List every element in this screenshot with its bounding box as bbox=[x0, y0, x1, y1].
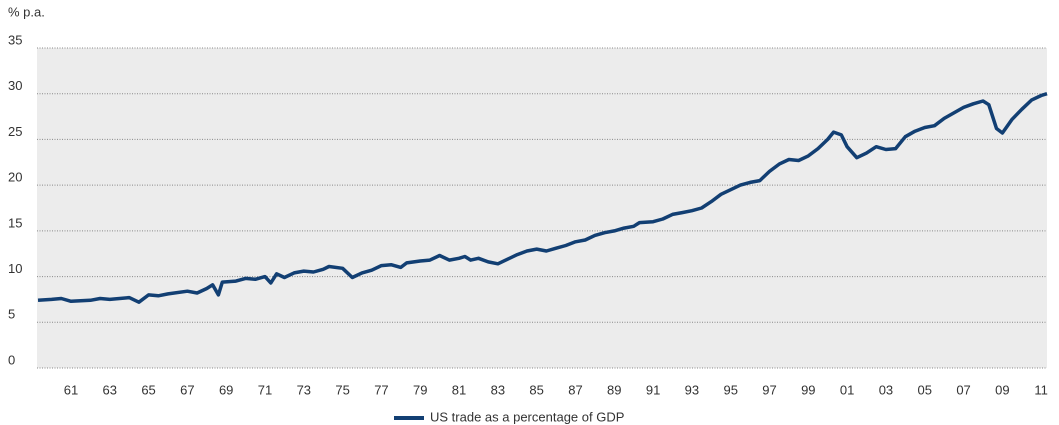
x-tick-label: 61 bbox=[64, 382, 78, 397]
x-tick-label: 87 bbox=[568, 382, 582, 397]
x-tick-label: 65 bbox=[141, 382, 155, 397]
legend-label: US trade as a percentage of GDP bbox=[430, 409, 624, 424]
y-tick-label: 10 bbox=[8, 261, 22, 276]
x-tick-label: 79 bbox=[413, 382, 427, 397]
x-tick-label: 91 bbox=[646, 382, 660, 397]
x-tick-label: 89 bbox=[607, 382, 621, 397]
x-tick-label: 67 bbox=[180, 382, 194, 397]
x-tick-label: 09 bbox=[995, 382, 1009, 397]
x-tick-label: 71 bbox=[258, 382, 272, 397]
x-tick-label: 75 bbox=[335, 382, 349, 397]
x-tick-label: 03 bbox=[879, 382, 893, 397]
y-tick-label: 15 bbox=[8, 215, 22, 230]
x-tick-label: 01 bbox=[840, 382, 854, 397]
x-tick-label: 07 bbox=[956, 382, 970, 397]
x-tick-label: 63 bbox=[103, 382, 117, 397]
y-tick-label: 30 bbox=[8, 78, 22, 93]
x-tick-label: 77 bbox=[374, 382, 388, 397]
x-tick-label: 93 bbox=[685, 382, 699, 397]
x-tick-label: 85 bbox=[529, 382, 543, 397]
data-line bbox=[37, 92, 1048, 304]
x-tick-label: 97 bbox=[762, 382, 776, 397]
x-tick-label: 81 bbox=[452, 382, 466, 397]
x-tick-label: 73 bbox=[297, 382, 311, 397]
x-tick-label: 05 bbox=[918, 382, 932, 397]
x-tick-label: 69 bbox=[219, 382, 233, 397]
y-tick-label: 5 bbox=[8, 307, 15, 322]
x-tick-label: 11 bbox=[1034, 382, 1048, 397]
y-tick-label: 20 bbox=[8, 170, 22, 185]
y-tick-label: 35 bbox=[8, 32, 22, 47]
y-tick-label: 0 bbox=[8, 352, 15, 367]
x-tick-label: 83 bbox=[491, 382, 505, 397]
y-axis-label: % p.a. bbox=[8, 4, 45, 19]
plot-background bbox=[37, 48, 1047, 368]
x-tick-label: 99 bbox=[801, 382, 815, 397]
y-tick-label: 25 bbox=[8, 124, 22, 139]
x-tick-label: 95 bbox=[723, 382, 737, 397]
